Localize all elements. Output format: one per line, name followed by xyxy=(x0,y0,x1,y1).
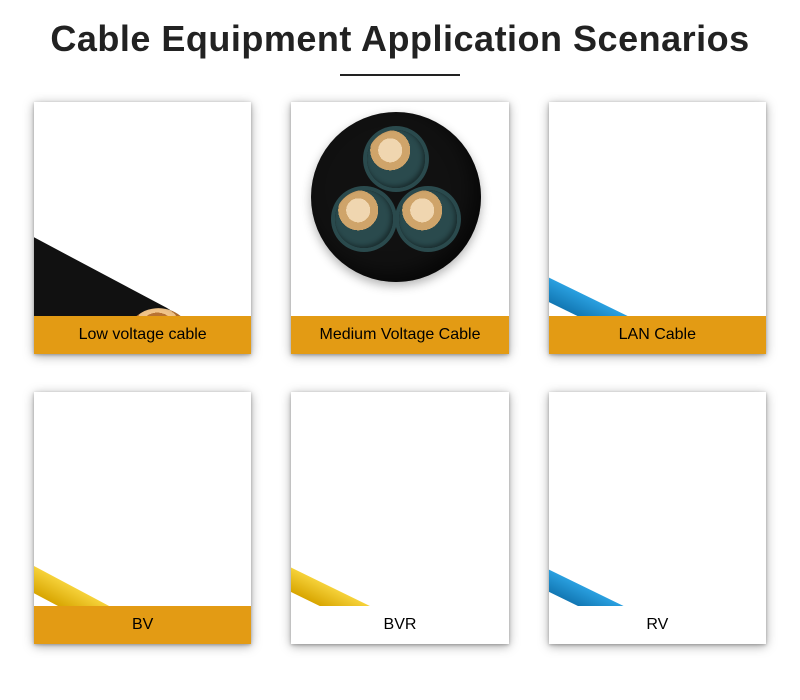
cable-image-rv xyxy=(549,392,766,606)
card-low-voltage: Low voltage cable xyxy=(34,102,251,354)
card-label-rv: RV xyxy=(549,606,766,644)
cable-image-bv xyxy=(34,392,251,606)
page-title: Cable Equipment Application Scenarios xyxy=(30,18,770,60)
card-bv: BV xyxy=(34,392,251,644)
cable-image-lan xyxy=(549,102,766,316)
card-label-bvr: BVR xyxy=(291,606,508,644)
card-label-bv: BV xyxy=(34,606,251,644)
cable-image-bvr xyxy=(291,392,508,606)
title-underline xyxy=(340,74,460,76)
card-label-lan: LAN Cable xyxy=(549,316,766,354)
card-bvr: BVR xyxy=(291,392,508,644)
page: Cable Equipment Application Scenarios Lo… xyxy=(0,0,800,700)
card-medium-voltage: Medium Voltage Cable xyxy=(291,102,508,354)
card-label-medium-voltage: Medium Voltage Cable xyxy=(291,316,508,354)
cable-image-low-voltage xyxy=(34,102,251,316)
card-rv: RV xyxy=(549,392,766,644)
cable-image-medium-voltage xyxy=(291,102,508,316)
card-label-low-voltage: Low voltage cable xyxy=(34,316,251,354)
card-lan: LAN Cable xyxy=(549,102,766,354)
cable-grid: Low voltage cable Medium Voltage Cable xyxy=(30,102,770,644)
